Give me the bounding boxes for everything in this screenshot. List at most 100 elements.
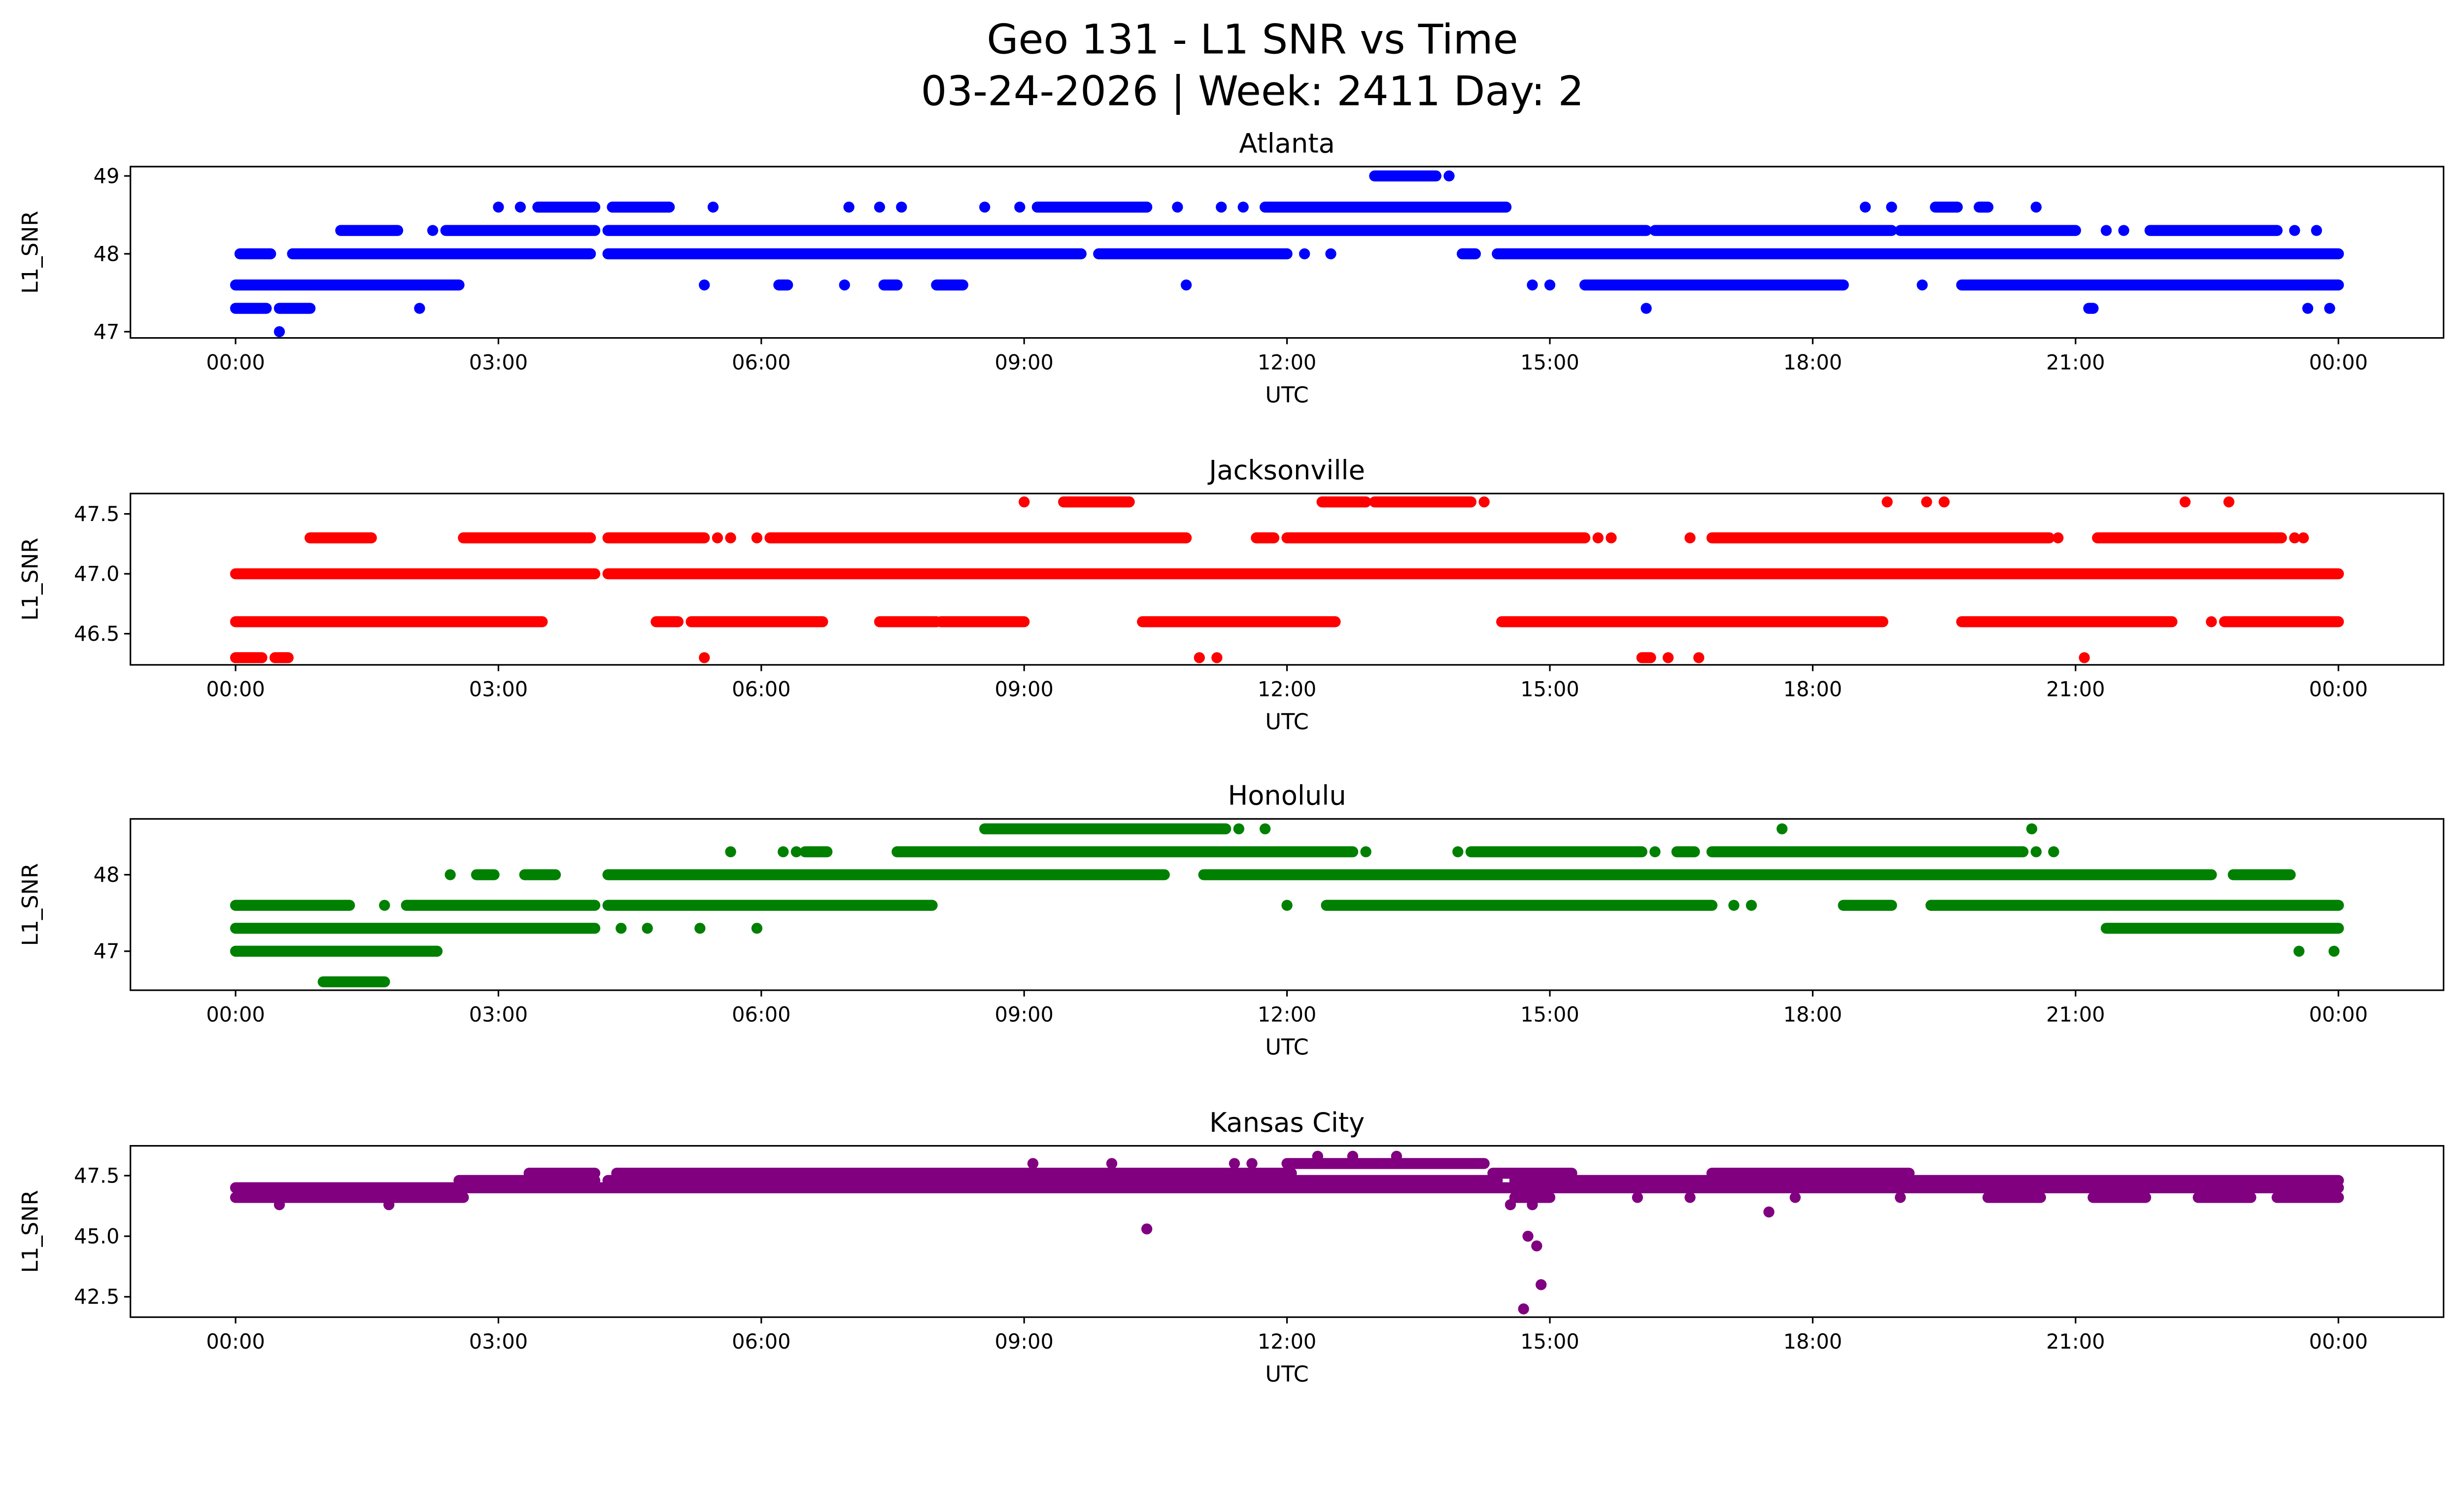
data-point-run — [1492, 248, 2344, 260]
data-point-run — [1706, 846, 2029, 858]
data-point-run — [305, 532, 377, 544]
data-point — [1443, 170, 1455, 182]
data-point — [1229, 1158, 1240, 1169]
data-point — [778, 846, 789, 858]
data-point — [1592, 532, 1604, 544]
subplot-title: Honolulu — [1228, 780, 1346, 811]
y-axis-label: L1_SNR — [18, 863, 43, 946]
data-point-run — [2144, 225, 2283, 236]
x-axis-label: UTC — [1265, 382, 1308, 408]
data-point-run — [602, 869, 1170, 880]
data-point-run — [1198, 869, 2217, 880]
data-point-run — [401, 900, 601, 911]
data-point — [1527, 279, 1538, 291]
y-tick-label: 48 — [94, 242, 120, 266]
y-tick-label: 47.5 — [74, 1164, 119, 1187]
data-point — [874, 202, 886, 213]
x-tick-label: 15:00 — [1520, 1003, 1579, 1027]
x-tick-label: 03:00 — [469, 350, 528, 374]
subplots: Atlanta 00:00 03:00 06:00 09:00 12:00 15:00 18:… — [18, 128, 2445, 1387]
figure: Geo 131 - L1 SNR vs Time 03-24-2026 | We… — [17, 15, 2445, 1387]
y-tick-label: 47.5 — [74, 502, 119, 526]
data-point-run — [230, 616, 548, 627]
x-tick-label: 09:00 — [995, 1003, 1054, 1027]
x-tick-label: 00:00 — [2309, 678, 2367, 701]
data-point — [642, 923, 653, 934]
data-point — [790, 846, 802, 858]
data-point — [274, 326, 285, 338]
data-point-run — [1649, 225, 1897, 236]
data-point-run — [1097, 1168, 1297, 1179]
data-point — [1693, 652, 1705, 663]
x-axis-label: UTC — [1265, 1361, 1308, 1387]
data-point — [616, 923, 627, 934]
x-tick-label: 09:00 — [995, 678, 1054, 701]
x-tick-label: 00:00 — [206, 678, 265, 701]
data-point-run — [1974, 202, 1994, 213]
data-point-run — [1321, 900, 1718, 911]
x-axis-label: UTC — [1265, 709, 1308, 735]
data-point — [2030, 202, 2042, 213]
data-point — [1632, 1192, 1643, 1203]
y-tick-label: 48 — [94, 863, 120, 887]
x-tick-label: 00:00 — [206, 1330, 265, 1354]
data-point-run — [471, 869, 500, 880]
data-point — [1014, 202, 1026, 213]
data-point-run — [1509, 1175, 2344, 1186]
x-tick-label: 21:00 — [2046, 678, 2105, 701]
y-tick-label: 46.5 — [74, 622, 119, 646]
data-point-run — [602, 532, 710, 544]
data-point — [1216, 202, 1227, 213]
data-marks — [230, 170, 2344, 338]
data-point — [699, 279, 710, 291]
data-point-run — [230, 945, 443, 957]
data-point — [2100, 225, 2112, 236]
figure-title-line1: Geo 131 - L1 SNR vs Time — [987, 15, 1518, 63]
data-point-run — [773, 279, 793, 291]
data-point-run — [602, 900, 938, 911]
data-marks — [230, 1150, 2344, 1315]
data-point-run — [935, 616, 1030, 627]
data-point — [1180, 279, 1192, 291]
data-point — [383, 1199, 395, 1211]
data-point-run — [230, 1192, 469, 1203]
data-point-run — [1671, 846, 1700, 858]
data-point-run — [230, 303, 272, 314]
data-point-run — [1895, 225, 2081, 236]
subplot-title: Kansas City — [1209, 1107, 1365, 1138]
y-axis-label: L1_SNR — [18, 1190, 43, 1273]
data-point-run — [1316, 496, 1371, 508]
y-tick-label: 47 — [94, 939, 120, 963]
data-point — [1019, 496, 1030, 508]
data-point-run — [2100, 923, 2344, 934]
data-point-run — [269, 652, 294, 663]
subplot-honolulu: Honolulu 00:00 03:00 06:00 09:00 12:00 15:00 18… — [18, 780, 2445, 1060]
x-tick-label: 18:00 — [1783, 678, 1842, 701]
data-point-run — [1838, 900, 1897, 911]
data-point — [1518, 1303, 1529, 1315]
subplot-title: Atlanta — [1239, 128, 1335, 159]
data-point — [694, 923, 706, 934]
data-point-run — [685, 616, 828, 627]
y-axis-label: L1_SNR — [18, 538, 43, 621]
data-point — [2297, 532, 2309, 544]
data-point-run — [878, 279, 903, 291]
data-point-run — [1369, 170, 1442, 182]
data-point — [1347, 1150, 1359, 1162]
data-point — [1141, 1223, 1153, 1235]
data-point — [1938, 496, 1950, 508]
subplot-title: Jacksonville — [1207, 455, 1365, 486]
subplot-atlanta: Atlanta 00:00 03:00 06:00 09:00 12:00 15:00 18:… — [18, 128, 2445, 408]
x-tick-label: 15:00 — [1520, 350, 1579, 374]
data-point — [1606, 532, 1617, 544]
data-point-run — [458, 532, 596, 544]
data-point — [514, 202, 526, 213]
data-point — [1886, 202, 1897, 213]
data-point-run — [2271, 1192, 2344, 1203]
data-point — [699, 652, 710, 663]
data-point — [2328, 945, 2340, 957]
data-point — [1194, 652, 1205, 663]
x-tick-label: 18:00 — [1783, 1003, 1842, 1027]
x-tick-label: 09:00 — [995, 350, 1054, 374]
data-point — [1536, 1279, 1547, 1290]
